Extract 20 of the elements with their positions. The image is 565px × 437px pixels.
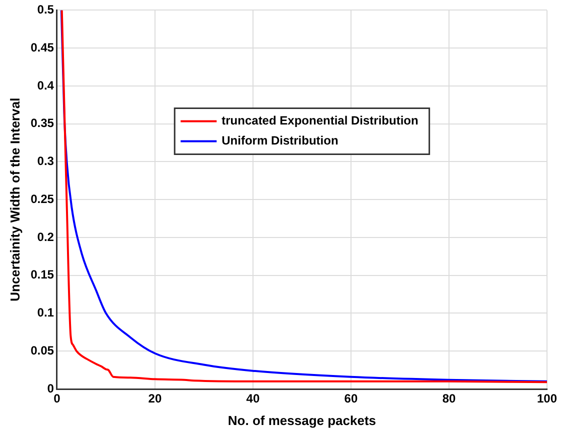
x-tick-label: 60 [344, 392, 358, 406]
y-tick-label: 0 [47, 381, 54, 396]
y-tick-label: 0.25 [30, 192, 54, 206]
y-tick-label: 0.4 [37, 78, 54, 92]
x-tick-label: 100 [536, 392, 558, 406]
y-tick-label: 0.45 [30, 40, 54, 54]
x-tick-label: 20 [148, 392, 162, 406]
y-tick-label: 0.05 [30, 343, 54, 358]
legend-label: Uniform Distribution [222, 134, 338, 148]
legend-label: truncated Exponential Distribution [222, 114, 418, 128]
y-tick-label: 0.2 [37, 230, 54, 244]
x-tick-label: 80 [442, 392, 456, 406]
y-tick-label: 0.3 [37, 154, 54, 168]
y-tick-label: 0.35 [30, 116, 54, 130]
y-tick-label: 0.15 [30, 268, 54, 282]
y-tick-label: 0.1 [37, 306, 54, 320]
x-tick-label: 40 [246, 392, 260, 406]
y-axis-title: Uncertainity Width of the Interval [7, 98, 22, 302]
x-axis-title: No. of message packets [228, 412, 376, 428]
y-tick-label: 0.5 [37, 2, 54, 17]
